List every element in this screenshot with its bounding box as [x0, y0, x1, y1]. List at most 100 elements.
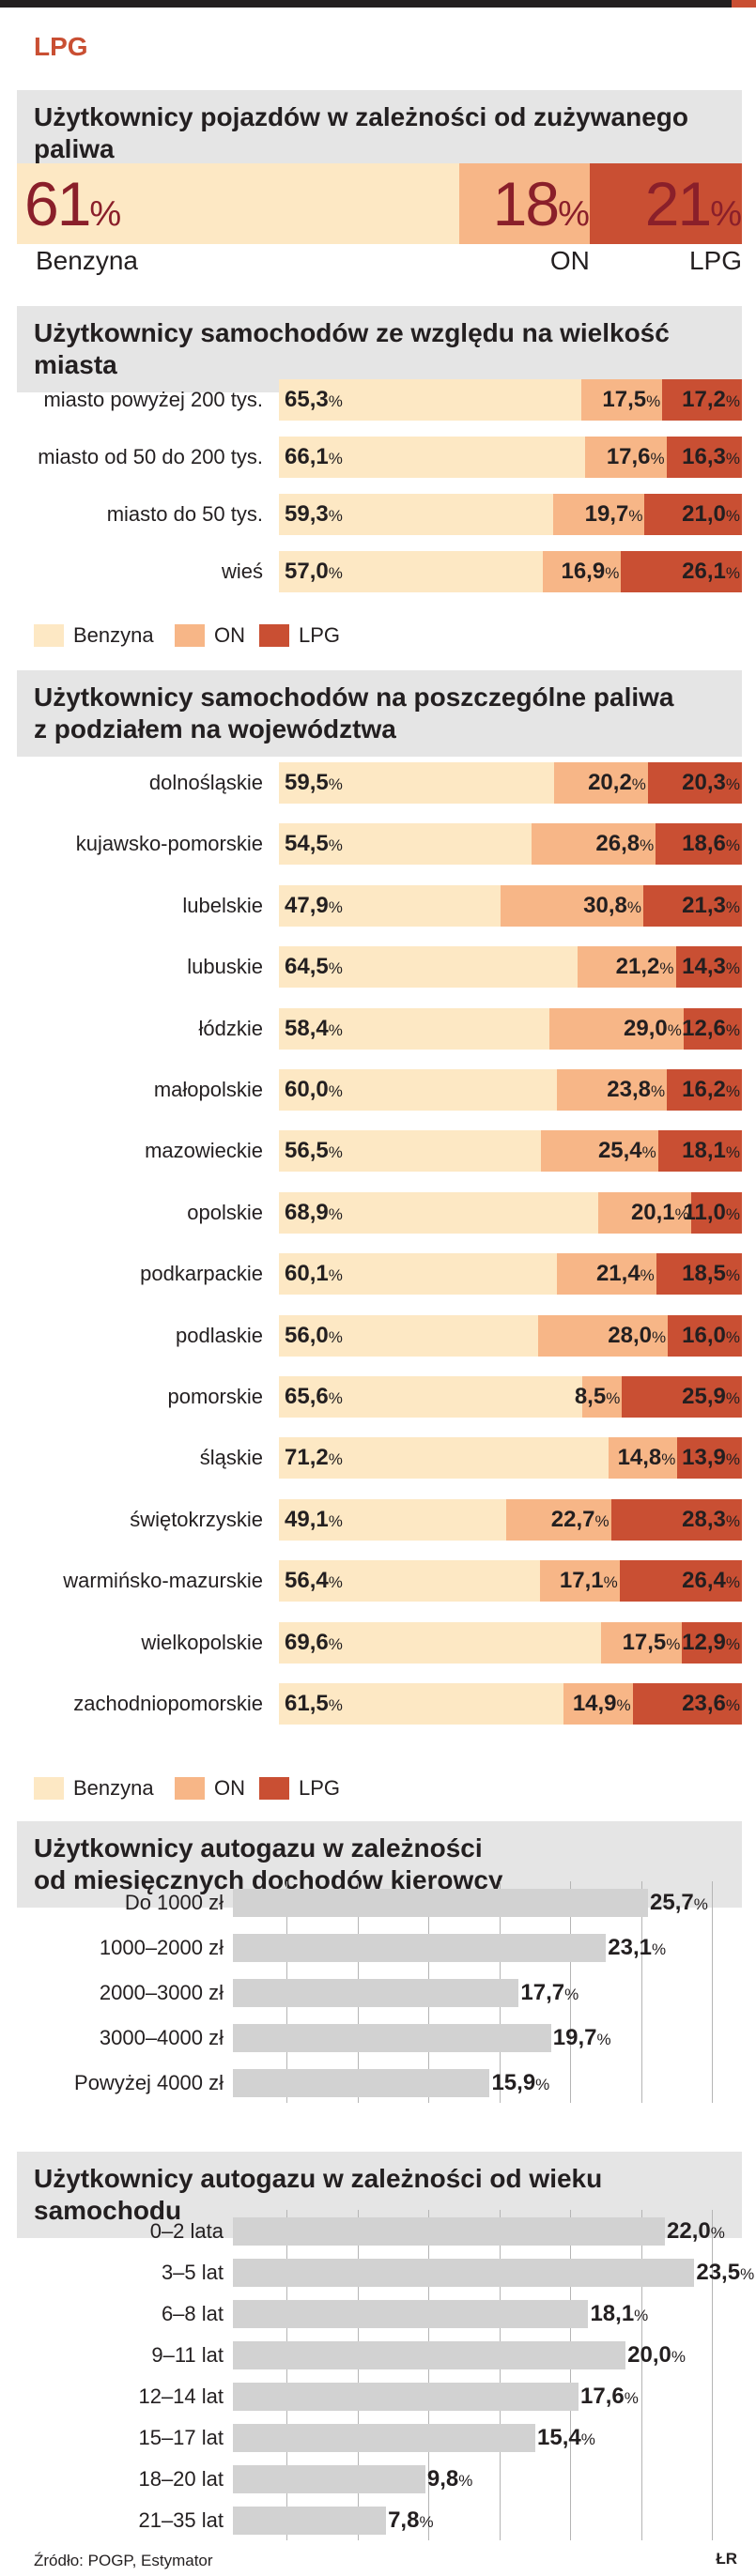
- value-label-lpg-percent-sign: %: [725, 1266, 740, 1285]
- value-label-lpg-percent-sign: %: [725, 1143, 740, 1162]
- value-label-on-percent-sign: %: [666, 1634, 681, 1653]
- bar-segment-benzyna: [279, 1437, 609, 1480]
- value-label-benzyna-percent-sign: %: [328, 450, 343, 468]
- value-label: 23,5%: [696, 2252, 754, 2295]
- bar-segment-on: [582, 1376, 623, 1418]
- value-label-number: 17,6: [580, 2384, 625, 2409]
- bar-segment-on: [548, 1007, 684, 1050]
- value-label-on-percent-sign: %: [650, 450, 665, 468]
- value-label-benzyna-percent-sign: %: [328, 1634, 343, 1653]
- row-label: łódzkie: [198, 1016, 263, 1040]
- bar: [233, 2507, 387, 2535]
- value-label-on: 16,9%: [561, 551, 619, 594]
- value-label-on: 23,8%: [607, 1069, 665, 1112]
- value-label-benzyna-number: 56,0: [285, 1322, 329, 1348]
- row-label: miasto powyżej 200 tys.: [43, 388, 263, 411]
- value-label-benzyna-percent-sign: %: [328, 1266, 343, 1285]
- bar: [233, 2024, 551, 2052]
- bar-segment-benzyna: [279, 1498, 506, 1541]
- bar-segment-lpg: [619, 1560, 742, 1602]
- bar-segment-on: [580, 379, 663, 421]
- value-label-benzyna-percent-sign: %: [328, 1143, 343, 1162]
- value-label-lpg-number: 18,6: [682, 831, 726, 857]
- fuel-share-value-lpg-number: 21: [644, 169, 712, 238]
- bar-segment-lpg: [647, 762, 742, 804]
- value-label-benzyna: 56,0%: [285, 1315, 343, 1358]
- bar: [233, 2259, 695, 2287]
- value-label-lpg-number: 21,3: [682, 892, 726, 918]
- bar-segment-lpg: [668, 1314, 742, 1357]
- bar-segment-on: [553, 494, 645, 535]
- value-label-lpg: 18,5%: [682, 1253, 740, 1296]
- value-label-percent-sign: %: [458, 2472, 473, 2490]
- source-note: Źródło: POGP, Estymator: [34, 2552, 213, 2569]
- bar-segment-on: [540, 1130, 658, 1173]
- bar-segment-lpg: [690, 1191, 742, 1234]
- value-label-on-number: 29,0: [624, 1015, 668, 1041]
- value-label-lpg-percent-sign: %: [725, 959, 740, 978]
- value-label-lpg: 25,9%: [682, 1376, 740, 1419]
- value-label-benzyna-number: 57,0: [285, 559, 329, 584]
- section-title-voivodeships-line2: z podziałem na województwa: [34, 714, 396, 744]
- value-label-lpg: 21,0%: [682, 494, 740, 537]
- bar-segment-benzyna: [279, 1560, 541, 1602]
- row-label: podlaskie: [176, 1323, 263, 1347]
- value-label-number: 19,7: [552, 2025, 597, 2050]
- bar-segment-lpg: [644, 494, 742, 535]
- value-label-on-percent-sign: %: [640, 1266, 655, 1285]
- value-label-lpg-percent-sign: %: [725, 392, 740, 410]
- gridline: [570, 1881, 571, 2103]
- value-label-benzyna: 61,5%: [285, 1683, 343, 1726]
- value-label-lpg-percent-sign: %: [725, 1511, 740, 1530]
- legend-label-benzyna: Benzyna: [73, 1776, 154, 1800]
- gridline: [640, 1881, 642, 2103]
- value-label: 20,0%: [627, 2335, 686, 2378]
- value-label-lpg-percent-sign: %: [725, 1450, 740, 1469]
- value-label-lpg-number: 12,6: [682, 1015, 726, 1041]
- fuel-share-bar: 61% 18% 21%: [17, 163, 742, 244]
- row-label: zachodniopomorskie: [73, 1692, 263, 1715]
- value-label-on-number: 26,8: [595, 831, 640, 857]
- value-label-number: 15,9: [491, 2070, 536, 2095]
- value-label-lpg: 17,2%: [682, 379, 740, 422]
- fuel-share-label-benzyna: Benzyna: [36, 246, 138, 275]
- value-label-on-number: 14,9: [572, 1691, 617, 1716]
- value-label-lpg: 26,1%: [682, 551, 740, 594]
- row-label: 18–20 lat: [138, 2467, 224, 2491]
- value-label-benzyna-percent-sign: %: [328, 1204, 343, 1223]
- value-label-on: 25,4%: [598, 1130, 656, 1173]
- value-label-lpg: 16,0%: [682, 1315, 740, 1358]
- value-label-lpg-number: 18,1: [682, 1138, 726, 1164]
- gridline: [640, 2210, 642, 2540]
- gridline: [712, 1881, 713, 2103]
- legend-label-on: ON: [214, 1776, 245, 1800]
- row-label: lubelskie: [182, 893, 263, 917]
- bar-segment-on: [557, 1253, 656, 1296]
- legend-label-benzyna: Benzyna: [73, 623, 154, 647]
- bar-segment-on: [563, 1683, 633, 1725]
- section-title-voivodeships: Użytkownicy samochodów na poszczególne p…: [17, 670, 742, 757]
- bar-segment-benzyna: [279, 762, 555, 804]
- value-label: 18,1%: [590, 2293, 648, 2337]
- value-label-lpg: 21,3%: [682, 885, 740, 928]
- fuel-share-value-benzyna-percent-sign: %: [89, 194, 122, 234]
- legend-label-lpg: LPG: [299, 1776, 341, 1800]
- value-label-on: 17,5%: [623, 1622, 681, 1665]
- value-label-lpg: 20,3%: [682, 762, 740, 805]
- value-label-on-percent-sign: %: [594, 1511, 609, 1530]
- value-label-benzyna-percent-sign: %: [328, 1389, 343, 1407]
- value-label: 25,7%: [650, 1882, 708, 1925]
- value-label: 15,9%: [491, 2062, 549, 2106]
- bar-segment-on: [554, 762, 648, 804]
- value-label-benzyna-percent-sign: %: [328, 1082, 343, 1100]
- value-label-on-percent-sign: %: [674, 1204, 689, 1223]
- bar-segment-benzyna: [279, 379, 581, 421]
- value-label-number: 9,8: [426, 2466, 459, 2492]
- legend-swatch-lpg: [259, 624, 289, 647]
- value-label-lpg-number: 13,9: [682, 1445, 726, 1471]
- row-label: Powyżej 4000 zł: [74, 2071, 224, 2094]
- row-label: 1000–2000 zł: [99, 1936, 224, 1959]
- value-label-benzyna-percent-sign: %: [328, 1696, 343, 1714]
- value-label-benzyna-percent-sign: %: [328, 1511, 343, 1530]
- value-label-on-percent-sign: %: [640, 836, 655, 855]
